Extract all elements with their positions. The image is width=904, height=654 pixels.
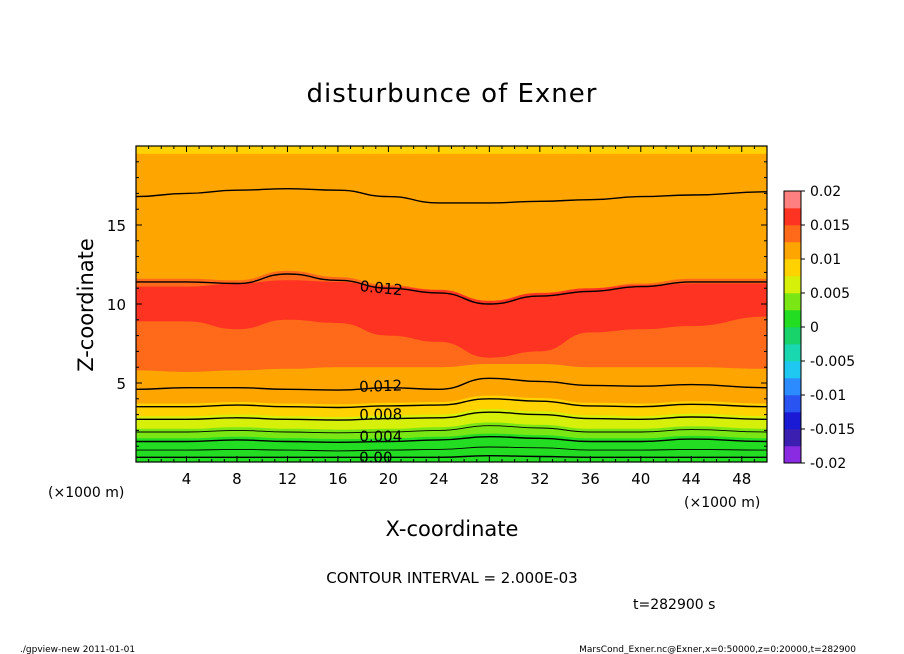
colorbar-swatch (784, 310, 801, 328)
colorbar-tick-label: -0.005 (810, 354, 855, 370)
footer-right-note: MarsCond_Exner.nc@Exner,x=0:50000,z=0:20… (579, 645, 856, 654)
colorbar-swatch (784, 293, 801, 311)
x-tick-label: 4 (182, 470, 192, 488)
x-tick-label: 40 (631, 470, 650, 488)
contour-line (135, 377, 768, 391)
colorbar-swatch (784, 429, 801, 447)
colorbar-swatch (784, 361, 801, 379)
y-axis-label: Z-coordinate (74, 238, 98, 372)
x-tick-label: 12 (278, 470, 297, 488)
colorbar-tick-label: 0.02 (810, 184, 841, 200)
chart-title: disturbunce of Exner (307, 79, 598, 109)
contour-label: 0.004 (359, 428, 402, 446)
colorbar-swatch (784, 191, 801, 209)
x-tick-label: 44 (682, 470, 701, 488)
colorbar-tick-label: 0.01 (810, 252, 841, 268)
colorbar-swatch (784, 276, 801, 294)
x-tick-label: 20 (379, 470, 398, 488)
colorbar-swatch (784, 446, 801, 464)
colorbar-tick-label: -0.02 (810, 456, 846, 472)
y-tick-label: 15 (107, 217, 126, 235)
colorbar-tick-label: 0.005 (810, 286, 850, 302)
y-axis: 5 10 15 (107, 145, 767, 463)
contour-interval-note: CONTOUR INTERVAL = 2.000E-03 (326, 569, 577, 587)
plot-area-fill (136, 146, 767, 462)
colorbar-tick-label: -0.015 (810, 422, 855, 438)
colorbar-swatch (784, 412, 801, 430)
x-axis-unit-left: (×1000 m) (48, 485, 124, 501)
x-tick-label: 48 (732, 470, 751, 488)
x-tick-label: 28 (480, 470, 499, 488)
colorbar-swatch (784, 378, 801, 396)
contour-label: 0.008 (359, 405, 402, 424)
x-tick-label: 32 (530, 470, 549, 488)
colorbar-swatch (784, 344, 801, 362)
y-tick-label: 5 (116, 375, 126, 393)
contour-line (136, 446, 768, 452)
colorbar-swatch (784, 259, 801, 277)
contour-label: 0.012 (359, 376, 403, 395)
colorbar-swatch (784, 208, 801, 226)
contour-line (136, 411, 768, 421)
time-note: t=282900 s (633, 597, 715, 613)
y-tick-label: 10 (107, 296, 126, 314)
x-tick-label: 16 (328, 470, 347, 488)
field-band-top (136, 146, 767, 154)
contour-line (135, 398, 768, 409)
colorbar-swatch (784, 242, 801, 260)
x-axis-label: X-coordinate (386, 517, 519, 541)
colorbar-swatch (784, 327, 801, 345)
contour-label: 0.012 (359, 277, 404, 299)
contour-line (136, 435, 768, 444)
x-tick-label: 24 (429, 470, 448, 488)
colorbar-tick-label: -0.01 (810, 388, 846, 404)
contour-line (136, 273, 767, 305)
contour-label: 0.00 (359, 448, 392, 466)
x-tick-label: 8 (232, 470, 242, 488)
field-band-12 (136, 146, 767, 202)
contour-line (135, 425, 768, 434)
colorbar-tick-label: 0.015 (810, 218, 850, 234)
x-tick-label: 36 (581, 470, 600, 488)
contour-line (135, 187, 768, 204)
colorbar-swatch (784, 225, 801, 243)
colorbar-swatch (784, 395, 801, 413)
x-axis-unit-right: (×1000 m) (684, 495, 760, 511)
x-axis: 4 8 12 16 20 24 28 32 36 40 44 48 (135, 146, 768, 488)
footer-left-note: ./gpview-new 2011-01-01 (20, 645, 135, 654)
colorbar: 0.02 0.015 0.01 0.005 0 -0.005 -0.01 -0.015 -0.0… (783, 184, 855, 472)
colorbar-tick-label: 0 (810, 320, 819, 336)
